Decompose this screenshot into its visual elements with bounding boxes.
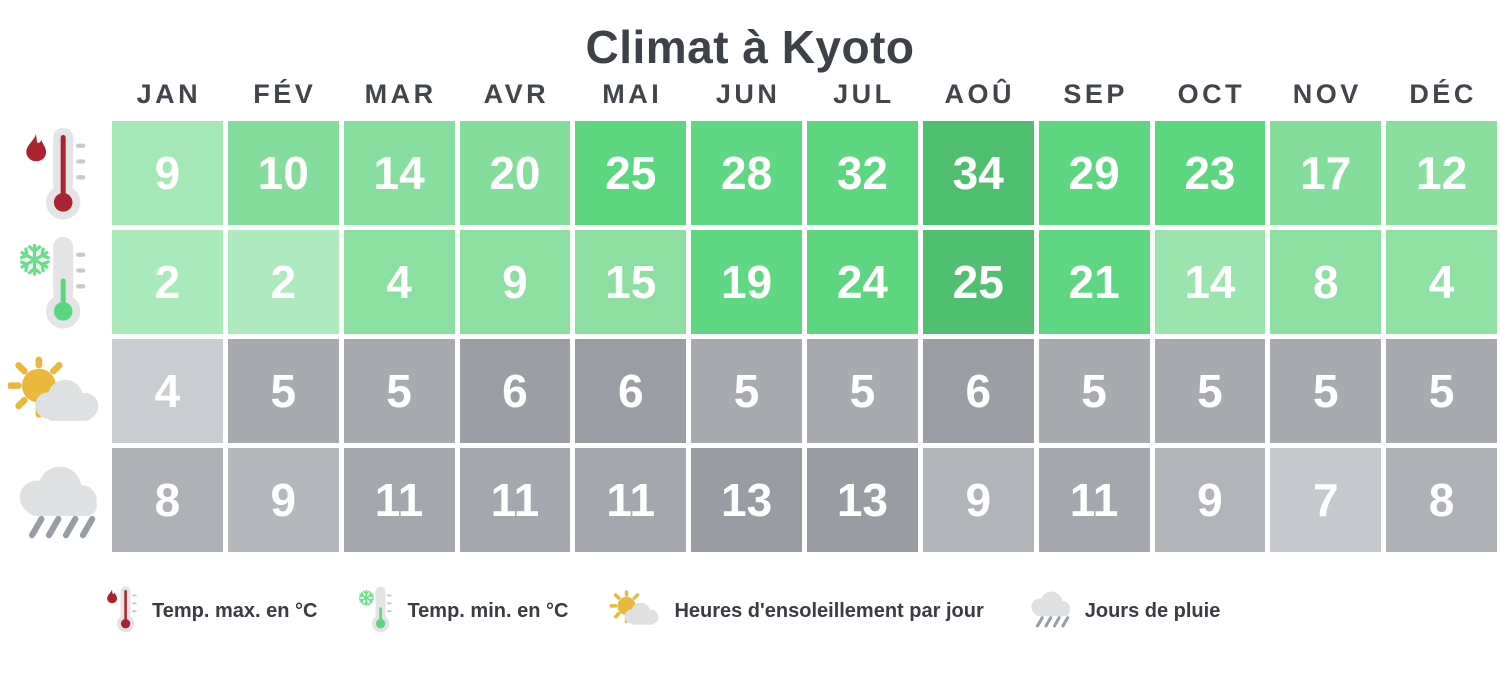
cell-sunshine-hours-1: 4 xyxy=(112,339,223,443)
month-header-5: MAI xyxy=(602,78,663,109)
cell-temp-max-1: 9 xyxy=(112,121,223,225)
cell-sunshine-hours-12: 5 xyxy=(1386,339,1497,443)
cell-temp-max-12: 12 xyxy=(1386,121,1497,225)
cell-sunshine-hours-2: 5 xyxy=(227,339,339,443)
month-header-7: JUL xyxy=(833,78,895,109)
cell-temp-max-2: 10 xyxy=(227,121,339,225)
cell-sunshine-hours-10: 5 xyxy=(1154,339,1266,443)
sun-cloud-icon xyxy=(610,590,662,633)
temp-min-cells: 2 2 4 9 15 19 24 25 21 14 8 4 xyxy=(112,230,1497,334)
legend-label-temp-max: Temp. max. en °C xyxy=(152,599,318,622)
month-header-8: AOÛ xyxy=(944,78,1015,109)
cell-rain-days-10: 9 xyxy=(1154,448,1266,552)
row-temp-min: 2 2 4 9 15 19 24 25 21 14 8 4 xyxy=(0,230,1497,334)
thermometer-hot-icon xyxy=(0,121,112,225)
cell-rain-days-2: 9 xyxy=(227,448,339,552)
cell-rain-days-5: 11 xyxy=(575,448,687,552)
cell-rain-days-12: 8 xyxy=(1386,448,1497,552)
rain-days-cells: 8 9 11 11 11 13 13 9 11 9 7 8 xyxy=(112,448,1497,552)
legend-item-rain: Jours de pluie xyxy=(1026,589,1221,633)
cell-rain-days-9: 11 xyxy=(1038,448,1150,552)
month-header-6: JUN xyxy=(715,78,781,109)
month-header-3: MAR xyxy=(364,78,437,109)
cell-temp-min-2: 2 xyxy=(227,230,339,334)
cell-rain-days-4: 11 xyxy=(459,448,571,552)
cell-sunshine-hours-11: 5 xyxy=(1270,339,1382,443)
legend-label-temp-min: Temp. min. en °C xyxy=(407,599,569,622)
page-title: Climat à Kyoto xyxy=(585,21,915,73)
legend-item-temp-min: Temp. min. en °C xyxy=(359,585,568,638)
month-header-1: JAN xyxy=(136,78,202,109)
cell-sunshine-hours-4: 6 xyxy=(459,339,571,443)
legend-label-rain: Jours de pluie xyxy=(1084,599,1221,622)
cell-temp-min-10: 14 xyxy=(1154,230,1266,334)
cell-rain-days-7: 13 xyxy=(807,448,918,552)
cell-rain-days-3: 11 xyxy=(343,448,455,552)
cell-temp-max-5: 25 xyxy=(575,121,687,225)
month-header-4: AVR xyxy=(483,78,550,109)
cell-sunshine-hours-7: 5 xyxy=(807,339,918,443)
cell-temp-min-3: 4 xyxy=(343,230,455,334)
cell-temp-max-9: 29 xyxy=(1038,121,1150,225)
climate-table: JAN FÉV MAR AVR MAI JUN JUL AOÛ SEP OCT NOV DÉC 9 10… xyxy=(0,72,1497,552)
row-temp-max: 9 10 14 20 25 28 32 34 29 23 17 12 xyxy=(0,121,1497,225)
months-row: JAN FÉV MAR AVR MAI JUN JUL AOÛ SEP OCT NOV DÉC xyxy=(112,72,1497,116)
cell-rain-days-6: 13 xyxy=(691,448,802,552)
thermometer-hot-icon xyxy=(104,585,140,638)
cell-sunshine-hours-9: 5 xyxy=(1038,339,1150,443)
sun-cloud-icon xyxy=(0,339,112,443)
cell-temp-max-10: 23 xyxy=(1154,121,1266,225)
cell-temp-max-8: 34 xyxy=(922,121,1034,225)
temp-max-cells: 9 10 14 20 25 28 32 34 29 23 17 12 xyxy=(112,121,1497,225)
legend-label-sunshine: Heures d'ensoleillement par jour xyxy=(674,599,984,622)
cell-temp-min-5: 15 xyxy=(575,230,687,334)
legend-item-sunshine: Heures d'ensoleillement par jour xyxy=(610,590,984,633)
cell-temp-max-3: 14 xyxy=(343,121,455,225)
legend-item-temp-max: Temp. max. en °C xyxy=(104,585,317,638)
cell-sunshine-hours-8: 6 xyxy=(922,339,1034,443)
cell-temp-min-9: 21 xyxy=(1038,230,1150,334)
thermometer-cold-icon xyxy=(359,585,395,638)
cell-temp-max-6: 28 xyxy=(691,121,802,225)
cell-temp-max-4: 20 xyxy=(459,121,571,225)
cell-sunshine-hours-6: 5 xyxy=(691,339,802,443)
legend: Temp. max. en °C Temp. min. en °C Heures… xyxy=(104,576,1500,646)
cell-temp-min-1: 2 xyxy=(112,230,223,334)
cell-sunshine-hours-5: 6 xyxy=(575,339,687,443)
rain-cloud-icon xyxy=(1026,589,1073,633)
cell-temp-max-11: 17 xyxy=(1270,121,1382,225)
cell-rain-days-1: 8 xyxy=(112,448,223,552)
month-header-2: FÉV xyxy=(253,78,317,109)
month-header-10: OCT xyxy=(1177,78,1246,109)
cell-temp-min-8: 25 xyxy=(922,230,1034,334)
cell-rain-days-8: 9 xyxy=(922,448,1034,552)
cell-temp-max-7: 32 xyxy=(807,121,918,225)
thermometer-cold-icon xyxy=(0,230,112,334)
cell-rain-days-11: 7 xyxy=(1270,448,1382,552)
cell-temp-min-11: 8 xyxy=(1270,230,1382,334)
cell-temp-min-7: 24 xyxy=(807,230,918,334)
rain-cloud-icon xyxy=(0,448,112,552)
cell-temp-min-6: 19 xyxy=(691,230,802,334)
cell-temp-min-12: 4 xyxy=(1386,230,1497,334)
row-rain-days: 8 9 11 11 11 13 13 9 11 9 7 8 xyxy=(0,448,1497,552)
month-header-9: SEP xyxy=(1063,78,1128,109)
month-header-11: NOV xyxy=(1292,78,1362,109)
month-header-12: DÉC xyxy=(1409,78,1477,109)
cell-temp-min-4: 9 xyxy=(459,230,571,334)
cell-sunshine-hours-3: 5 xyxy=(343,339,455,443)
